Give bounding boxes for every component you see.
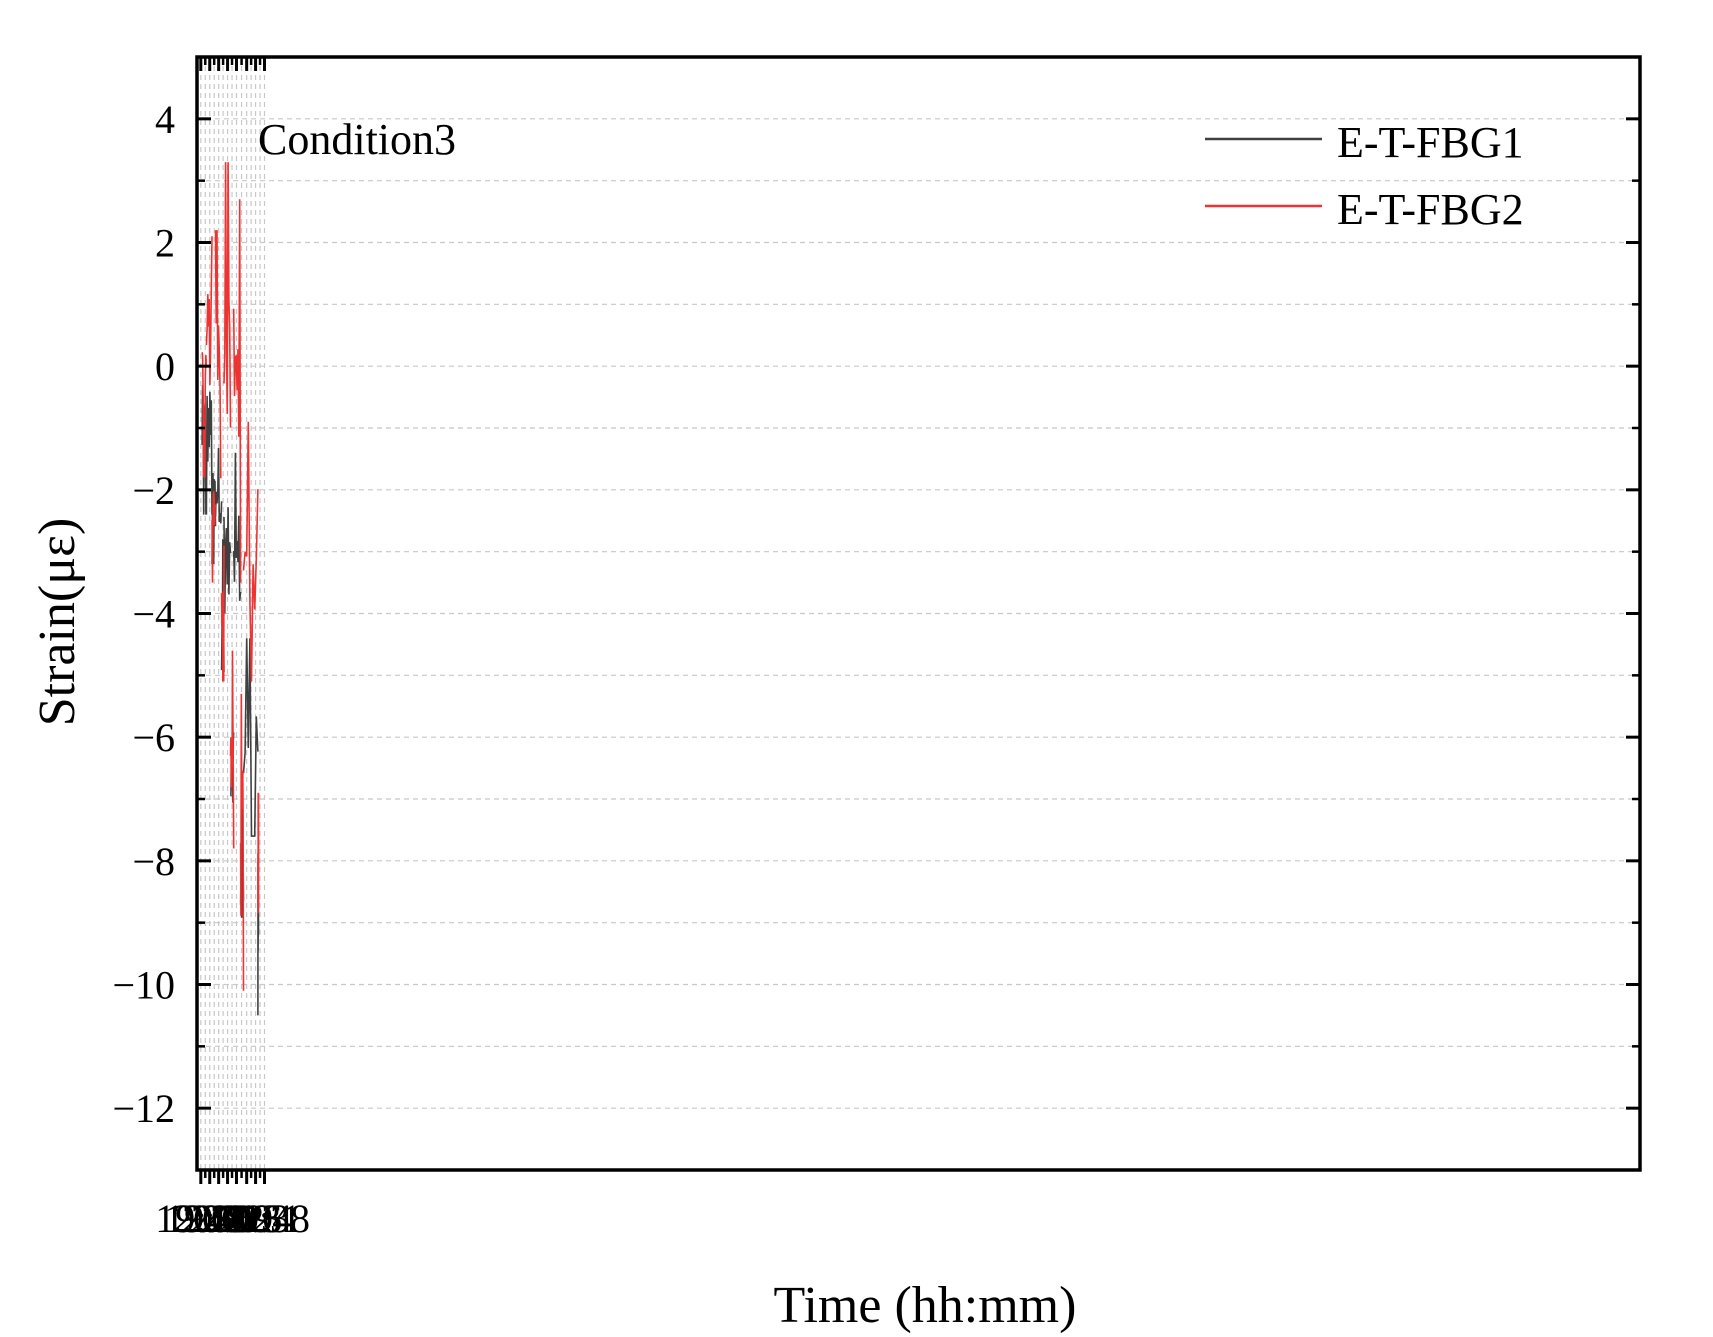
gridlines <box>197 57 1640 1170</box>
x-tick-label: 20:02 <box>173 1196 264 1241</box>
series-segment <box>201 352 208 478</box>
y-tick-label: −2 <box>132 468 175 513</box>
y-tick-label: −8 <box>132 839 175 884</box>
series-segment <box>257 792 260 914</box>
y-axis-title: Strain(με) <box>29 518 86 727</box>
x-tick-label: 19:55 <box>164 1196 255 1241</box>
x-tick-label: 20:31 <box>210 1196 301 1241</box>
ticks: 19:4819:5520:0220:0920:1620:2420:3120:38… <box>112 57 1640 1241</box>
series-segment <box>211 491 217 583</box>
series-segment <box>239 693 245 991</box>
y-tick-label: 2 <box>155 221 175 266</box>
legend-label-e-t-fbg2: E-T-FBG2 <box>1337 185 1524 234</box>
x-tick-label: 20:16 <box>191 1196 282 1241</box>
x-tick-label: 20:24 <box>201 1196 292 1241</box>
series-segment <box>205 236 213 386</box>
series-segment <box>232 452 242 601</box>
y-tick-label: −10 <box>112 963 175 1008</box>
series-segment <box>214 230 222 479</box>
series-segment <box>242 638 259 837</box>
legend-label-e-t-fbg1: E-T-FBG1 <box>1337 118 1524 167</box>
y-tick-label: −12 <box>112 1086 175 1131</box>
x-tick-label: 19:48 <box>155 1196 246 1241</box>
y-tick-label: 0 <box>155 344 175 389</box>
x-tick-label: 20:09 <box>182 1196 273 1241</box>
y-tick-label: −4 <box>132 592 175 637</box>
x-tick-label: 20:38 <box>219 1196 310 1241</box>
legend: E-T-FBG1 E-T-FBG2 <box>1205 118 1524 234</box>
y-tick-label: 4 <box>155 97 175 142</box>
condition-annotation: Condition3 <box>258 115 456 164</box>
series-segment <box>242 421 259 682</box>
series-e-t-fbg2 <box>201 162 260 991</box>
series-segment <box>220 545 225 682</box>
series-segment <box>229 650 235 849</box>
series-segment <box>205 391 213 515</box>
y-tick-label: −6 <box>132 715 175 760</box>
series-segment <box>223 162 232 428</box>
x-axis-title: Time (hh:mm) <box>774 1277 1077 1334</box>
series-segment <box>223 507 232 614</box>
series-layer <box>201 162 260 1016</box>
series-segment <box>214 447 223 524</box>
series-segment <box>232 199 242 583</box>
